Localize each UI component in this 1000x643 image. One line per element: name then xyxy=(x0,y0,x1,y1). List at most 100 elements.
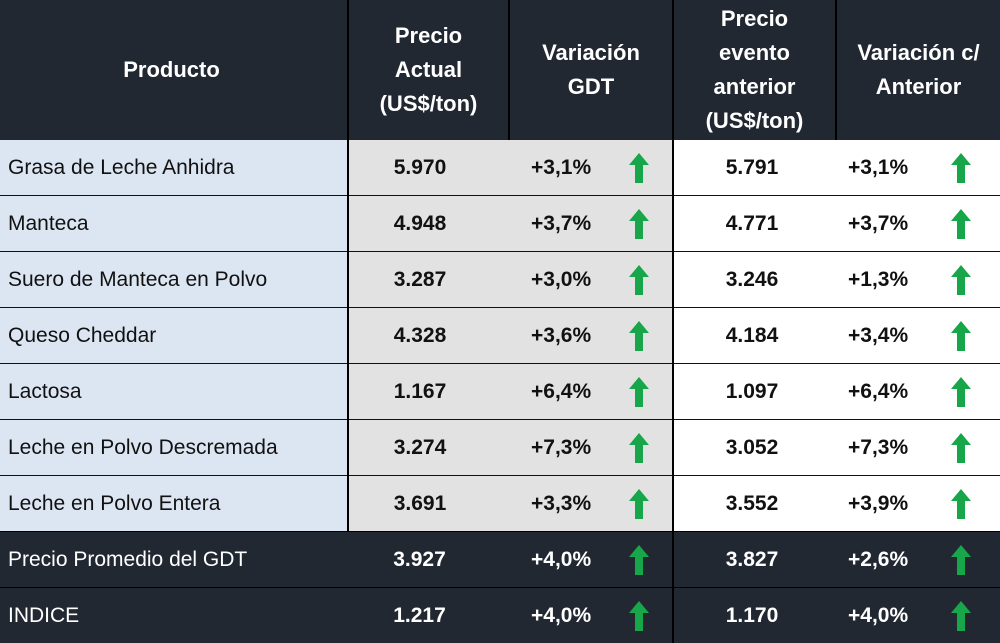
summary-row: Precio Promedio del GDT 3.927 +4,0% 3.82… xyxy=(0,532,1000,588)
previous-change-cell: +3,4% xyxy=(836,308,1000,364)
previous-price-cell: 3.246 xyxy=(673,252,836,308)
previous-change-value: +3,7% xyxy=(848,212,908,236)
previous-price-cell: 5.791 xyxy=(673,140,836,196)
current-price-cell: 1.167 xyxy=(348,364,509,420)
arrow-up-icon xyxy=(628,264,650,296)
table-row: Leche en Polvo Entera 3.691 +3,3% 3.552 … xyxy=(0,476,1000,532)
product-cell: Grasa de Leche Anhidra xyxy=(0,140,348,196)
previous-change-value: +4,0% xyxy=(848,604,908,628)
product-name: INDICE xyxy=(8,604,79,627)
previous-change-cell: +2,6% xyxy=(836,532,1000,588)
arrow-up-icon xyxy=(950,432,972,464)
previous-price-value: 1.097 xyxy=(726,380,779,403)
previous-price-value: 4.771 xyxy=(726,212,779,235)
arrow-up-icon xyxy=(950,264,972,296)
product-cell: Lactosa xyxy=(0,364,348,420)
header-line: anterior xyxy=(678,70,831,104)
gdt-change-value: +3,7% xyxy=(531,212,591,236)
arrow-up-icon xyxy=(628,432,650,464)
previous-price-cell: 1.170 xyxy=(673,588,836,643)
previous-change-cell: +3,7% xyxy=(836,196,1000,252)
header-line: (US$/ton) xyxy=(678,104,831,138)
product-cell: Suero de Manteca en Polvo xyxy=(0,252,348,308)
header-line: (US$/ton) xyxy=(353,87,504,121)
gdt-change-cell: +4,0% xyxy=(509,532,673,588)
previous-price-value: 4.184 xyxy=(726,324,779,347)
previous-price-value: 3.246 xyxy=(726,268,779,291)
previous-change-cell: +4,0% xyxy=(836,588,1000,643)
previous-change-cell: +1,3% xyxy=(836,252,1000,308)
current-price-cell: 3.691 xyxy=(348,476,509,532)
previous-price-value: 3.552 xyxy=(726,492,779,515)
previous-change-cell: +3,9% xyxy=(836,476,1000,532)
table-row: Suero de Manteca en Polvo 3.287 +3,0% 3.… xyxy=(0,252,1000,308)
arrow-up-icon xyxy=(628,208,650,240)
header-current-price: Precio Actual (US$/ton) xyxy=(348,0,509,140)
gdt-change-value: +4,0% xyxy=(531,604,591,628)
previous-price-value: 5.791 xyxy=(726,156,779,179)
table-row: Grasa de Leche Anhidra 5.970 +3,1% 5.791… xyxy=(0,140,1000,196)
previous-change-cell: +7,3% xyxy=(836,420,1000,476)
header-line: Precio xyxy=(353,19,504,53)
product-cell: Manteca xyxy=(0,196,348,252)
product-name: Leche en Polvo Descremada xyxy=(8,436,278,459)
gdt-change-value: +3,6% xyxy=(531,324,591,348)
product-cell: Leche en Polvo Entera xyxy=(0,476,348,532)
previous-price-value: 3.052 xyxy=(726,436,779,459)
arrow-up-icon xyxy=(628,488,650,520)
product-name: Lactosa xyxy=(8,380,82,403)
previous-change-cell: +3,1% xyxy=(836,140,1000,196)
arrow-up-icon xyxy=(628,376,650,408)
previous-change-value: +3,9% xyxy=(848,492,908,516)
gdt-change-cell: +3,0% xyxy=(509,252,673,308)
table-row: Manteca 4.948 +3,7% 4.771 +3,7% xyxy=(0,196,1000,252)
current-price-cell: 4.328 xyxy=(348,308,509,364)
current-price-cell: 3.274 xyxy=(348,420,509,476)
previous-price-cell: 3.052 xyxy=(673,420,836,476)
arrow-up-icon xyxy=(628,152,650,184)
product-cell: Leche en Polvo Descremada xyxy=(0,420,348,476)
previous-price-cell: 3.552 xyxy=(673,476,836,532)
arrow-up-icon xyxy=(950,320,972,352)
current-price-value: 3.287 xyxy=(394,268,447,291)
product-name: Leche en Polvo Entera xyxy=(8,492,220,515)
gdt-change-cell: +3,3% xyxy=(509,476,673,532)
current-price-cell: 3.927 xyxy=(348,532,509,588)
gdt-change-value: +3,3% xyxy=(531,492,591,516)
gdt-change-cell: +3,6% xyxy=(509,308,673,364)
header-line: GDT xyxy=(514,70,668,104)
gdt-change-cell: +6,4% xyxy=(509,364,673,420)
arrow-up-icon xyxy=(950,376,972,408)
summary-row: INDICE 1.217 +4,0% 1.170 +4,0% xyxy=(0,588,1000,643)
header-line: Actual xyxy=(353,53,504,87)
header-product: Producto xyxy=(0,0,348,140)
previous-price-cell: 1.097 xyxy=(673,364,836,420)
arrow-up-icon xyxy=(950,488,972,520)
current-price-cell: 4.948 xyxy=(348,196,509,252)
product-cell: INDICE xyxy=(0,588,348,643)
gdt-change-cell: +3,1% xyxy=(509,140,673,196)
product-cell: Queso Cheddar xyxy=(0,308,348,364)
previous-change-value: +6,4% xyxy=(848,380,908,404)
arrow-up-icon xyxy=(950,544,972,576)
gdt-change-cell: +4,0% xyxy=(509,588,673,643)
arrow-up-icon xyxy=(950,208,972,240)
arrow-up-icon xyxy=(628,600,650,632)
header-previous-change: Variación c/ Anterior xyxy=(836,0,1000,140)
previous-price-cell: 4.184 xyxy=(673,308,836,364)
product-name: Suero de Manteca en Polvo xyxy=(8,268,267,291)
previous-change-value: +3,1% xyxy=(848,156,908,180)
product-name: Queso Cheddar xyxy=(8,324,156,347)
current-price-cell: 1.217 xyxy=(348,588,509,643)
product-cell: Precio Promedio del GDT xyxy=(0,532,348,588)
previous-price-cell: 3.827 xyxy=(673,532,836,588)
previous-change-value: +7,3% xyxy=(848,436,908,460)
header-line: Precio xyxy=(678,2,831,36)
previous-price-value: 1.170 xyxy=(726,604,779,627)
table-body: Grasa de Leche Anhidra 5.970 +3,1% 5.791… xyxy=(0,140,1000,643)
previous-price-value: 3.827 xyxy=(726,548,779,571)
header-line: Variación xyxy=(514,36,668,70)
current-price-value: 5.970 xyxy=(394,156,447,179)
gdt-change-cell: +3,7% xyxy=(509,196,673,252)
